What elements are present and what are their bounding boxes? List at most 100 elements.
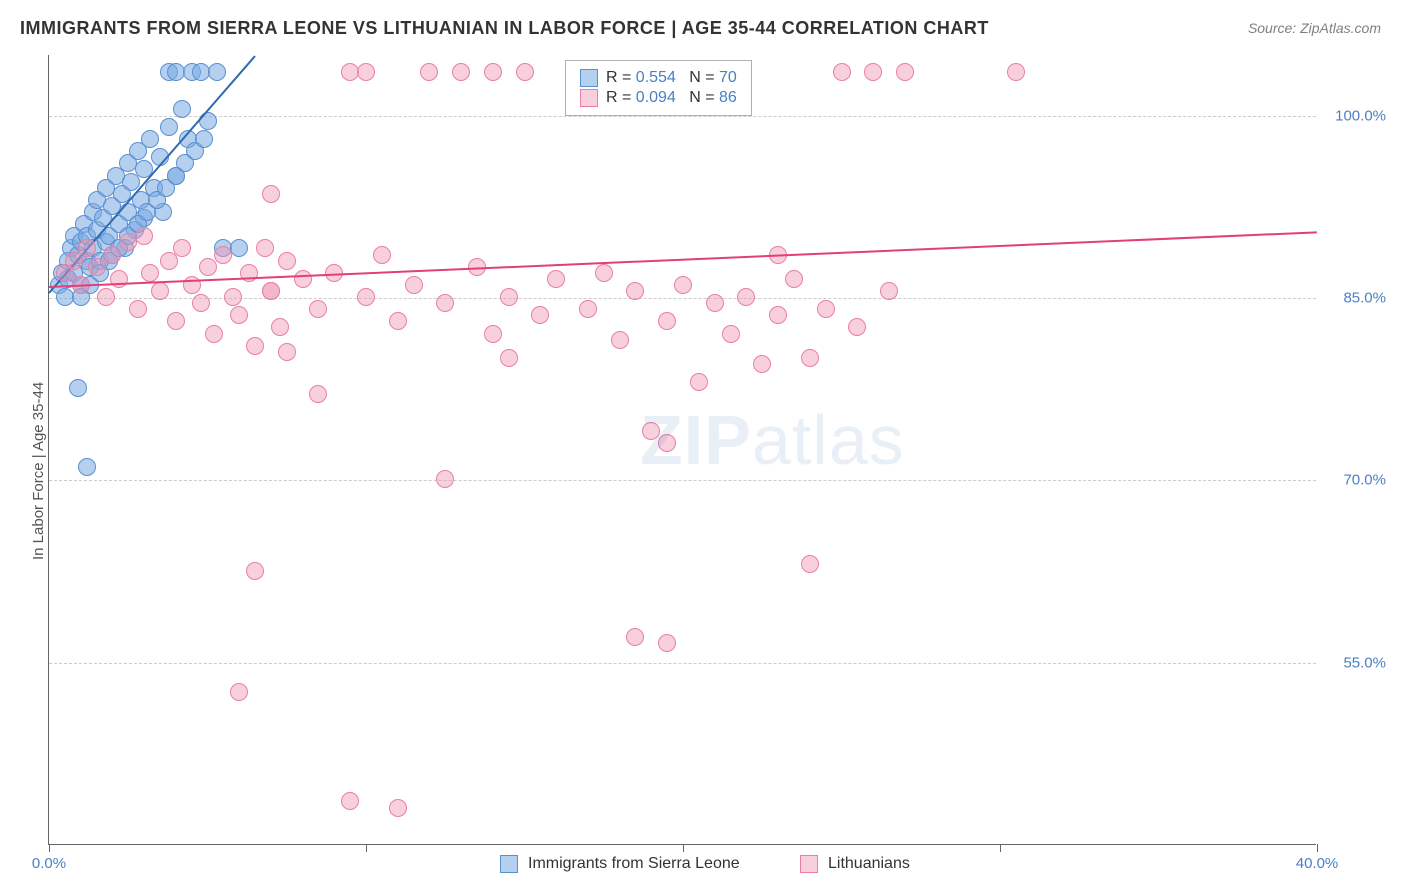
- data-point: [658, 312, 676, 330]
- data-point: [224, 288, 242, 306]
- data-point: [69, 379, 87, 397]
- data-point: [373, 246, 391, 264]
- data-point: [579, 300, 597, 318]
- data-point: [103, 246, 121, 264]
- data-point: [880, 282, 898, 300]
- source-label: Source: ZipAtlas.com: [1248, 20, 1381, 36]
- data-point: [78, 239, 96, 257]
- data-point: [833, 63, 851, 81]
- legend-swatch: [500, 855, 518, 873]
- data-point: [341, 792, 359, 810]
- legend-label: Immigrants from Sierra Leone: [528, 855, 740, 873]
- data-point: [199, 258, 217, 276]
- data-point: [484, 63, 502, 81]
- data-point: [484, 325, 502, 343]
- data-point: [500, 288, 518, 306]
- data-point: [516, 63, 534, 81]
- data-point: [173, 100, 191, 118]
- legend-text: R = 0.094 N = 86: [606, 89, 737, 107]
- data-point: [256, 239, 274, 257]
- data-point: [246, 337, 264, 355]
- data-point: [611, 331, 629, 349]
- data-point: [753, 355, 771, 373]
- y-axis-label: In Labor Force | Age 35-44: [30, 382, 47, 560]
- data-point: [208, 63, 226, 81]
- x-tick-mark: [366, 844, 367, 852]
- data-point: [205, 325, 223, 343]
- data-point: [658, 634, 676, 652]
- legend-swatch: [580, 69, 598, 87]
- data-point: [706, 294, 724, 312]
- x-tick-mark: [1317, 844, 1318, 852]
- data-point: [129, 300, 147, 318]
- plot-area: 100.0%85.0%70.0%55.0%0.0%40.0%: [48, 55, 1316, 845]
- y-tick-label: 55.0%: [1326, 654, 1386, 671]
- chart-title: IMMIGRANTS FROM SIERRA LEONE VS LITHUANI…: [20, 18, 989, 39]
- data-point: [309, 385, 327, 403]
- data-point: [294, 270, 312, 288]
- data-point: [642, 422, 660, 440]
- data-point: [547, 270, 565, 288]
- x-tick-label: 40.0%: [1296, 855, 1339, 872]
- data-point: [309, 300, 327, 318]
- data-point: [626, 628, 644, 646]
- bottom-legend-item: Lithuanians: [800, 855, 910, 873]
- data-point: [848, 318, 866, 336]
- data-point: [230, 683, 248, 701]
- legend-row: R = 0.554 N = 70: [580, 69, 737, 87]
- data-point: [135, 227, 153, 245]
- data-point: [769, 306, 787, 324]
- data-point: [896, 63, 914, 81]
- legend-label: Lithuanians: [828, 855, 910, 873]
- data-point: [230, 239, 248, 257]
- data-point: [420, 63, 438, 81]
- data-point: [801, 555, 819, 573]
- data-point: [452, 63, 470, 81]
- data-point: [595, 264, 613, 282]
- data-point: [88, 258, 106, 276]
- data-point: [160, 118, 178, 136]
- data-point: [173, 239, 191, 257]
- data-point: [97, 288, 115, 306]
- data-point: [737, 288, 755, 306]
- data-point: [278, 343, 296, 361]
- gridline: [49, 663, 1316, 664]
- data-point: [357, 63, 375, 81]
- data-point: [722, 325, 740, 343]
- data-point: [262, 282, 280, 300]
- x-tick-mark: [683, 844, 684, 852]
- x-tick-mark: [49, 844, 50, 852]
- data-point: [195, 130, 213, 148]
- data-point: [78, 458, 96, 476]
- y-tick-label: 85.0%: [1326, 290, 1386, 307]
- data-point: [262, 185, 280, 203]
- legend-text: R = 0.554 N = 70: [606, 69, 737, 87]
- data-point: [141, 130, 159, 148]
- data-point: [278, 252, 296, 270]
- data-point: [230, 306, 248, 324]
- data-point: [214, 246, 232, 264]
- y-tick-label: 70.0%: [1326, 472, 1386, 489]
- data-point: [436, 294, 454, 312]
- data-point: [357, 288, 375, 306]
- data-point: [864, 63, 882, 81]
- data-point: [389, 312, 407, 330]
- gridline: [49, 480, 1316, 481]
- data-point: [500, 349, 518, 367]
- data-point: [167, 312, 185, 330]
- y-tick-label: 100.0%: [1326, 107, 1386, 124]
- correlation-legend: R = 0.554 N = 70 R = 0.094 N = 86: [565, 60, 752, 116]
- data-point: [151, 282, 169, 300]
- data-point: [192, 294, 210, 312]
- legend-swatch: [800, 855, 818, 873]
- data-point: [141, 264, 159, 282]
- x-tick-label: 0.0%: [32, 855, 66, 872]
- data-point: [271, 318, 289, 336]
- legend-row: R = 0.094 N = 86: [580, 89, 737, 107]
- data-point: [626, 282, 644, 300]
- data-point: [1007, 63, 1025, 81]
- data-point: [817, 300, 835, 318]
- data-point: [405, 276, 423, 294]
- x-tick-mark: [1000, 844, 1001, 852]
- data-point: [785, 270, 803, 288]
